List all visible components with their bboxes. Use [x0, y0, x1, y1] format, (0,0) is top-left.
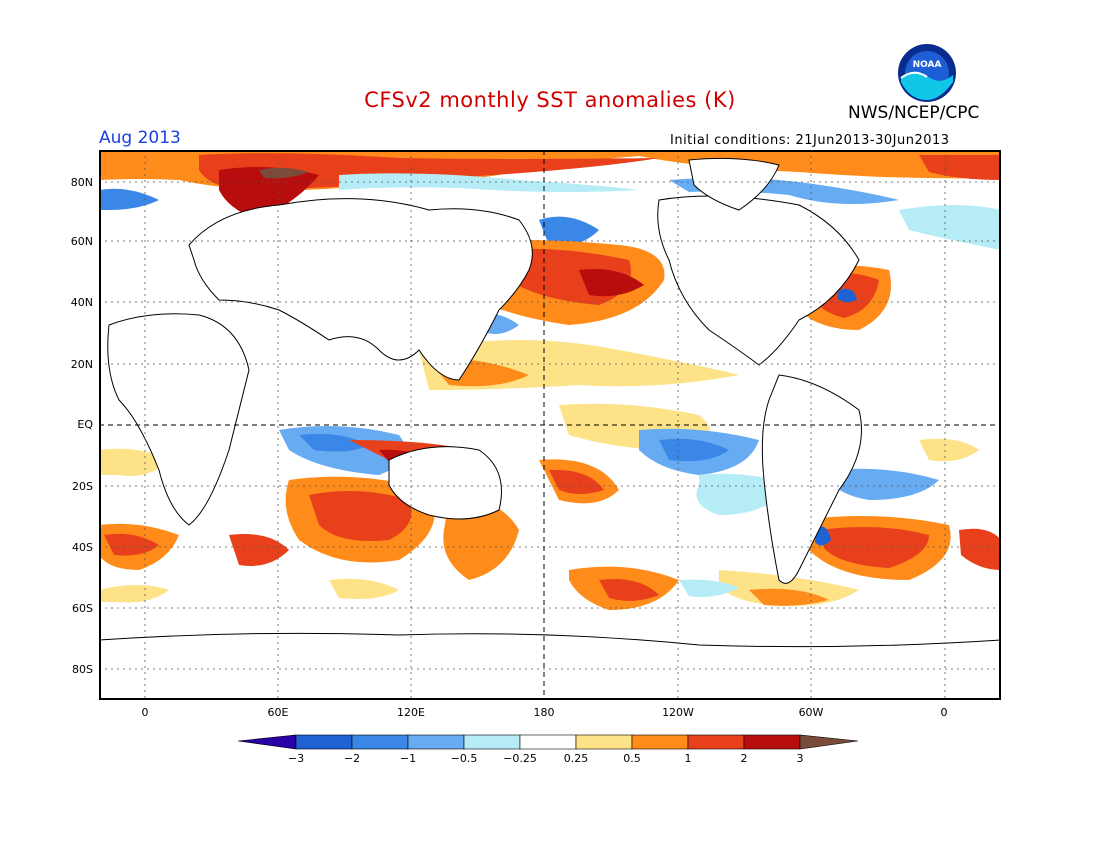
lon-label: 120W: [662, 706, 694, 719]
colorbar-segment: [351, 734, 409, 750]
initial-conditions-label: Initial conditions: 21Jun2013-30Jun2013: [670, 133, 950, 148]
lon-label: 0: [940, 706, 948, 719]
colorbar: [238, 734, 859, 750]
colorbar-segment: [407, 734, 465, 750]
colorbar-segment: [519, 734, 577, 750]
colorbar-tick-label: 2: [740, 752, 748, 765]
colorbar-tick-label: −1: [399, 752, 417, 765]
colorbar-tick-label: 1: [684, 752, 692, 765]
colorbar-segment: [687, 734, 745, 750]
land-masses: [99, 157, 1001, 700]
noaa-logo-icon: NOAA: [896, 42, 958, 108]
lon-label: 60E: [267, 706, 289, 719]
colorbar-tick-label: 3: [796, 752, 804, 765]
agency-label: NWS/NCEP/CPC: [848, 103, 980, 123]
colorbar-segment: [463, 734, 521, 750]
gridlines: [99, 150, 1001, 700]
lon-label: 120E: [397, 706, 425, 719]
equator-dateline: [99, 150, 1001, 700]
map-frame: [99, 150, 1001, 700]
colorbar-tick-label: −0.5: [450, 752, 478, 765]
colorbar-tick-label: −2: [343, 752, 361, 765]
colorbar-segment: [743, 734, 801, 750]
lat-label: 40N: [70, 296, 93, 309]
lon-label: 60W: [798, 706, 824, 719]
colorbar-end-low: [238, 734, 297, 750]
logo-text: NOAA: [913, 60, 942, 70]
lat-label: EQ: [77, 418, 93, 431]
sst-anomaly-map: [99, 150, 1001, 700]
colorbar-segment: [631, 734, 689, 750]
colorbar-tick-label: 0.5: [623, 752, 641, 765]
lon-label: 180: [533, 706, 555, 719]
colorbar-end-high: [799, 734, 859, 750]
lon-label: 0: [141, 706, 149, 719]
colorbar-segment: [575, 734, 633, 750]
lat-label: 40S: [72, 541, 93, 554]
colorbar-segment: [295, 734, 353, 750]
colorbar-tick-label: −0.25: [503, 752, 537, 765]
lat-label: 20N: [70, 358, 93, 371]
lat-label: 60S: [72, 602, 93, 615]
lat-label: 20S: [72, 480, 93, 493]
colorbar-tick-label: −3: [287, 752, 305, 765]
month-label: Aug 2013: [99, 128, 181, 148]
colorbar-tick-label: 0.25: [563, 752, 589, 765]
lat-label: 80N: [70, 176, 93, 189]
lat-label: 80S: [72, 663, 93, 676]
lat-label: 60N: [70, 235, 93, 248]
chart-title: CFSv2 monthly SST anomalies (K): [364, 88, 736, 112]
